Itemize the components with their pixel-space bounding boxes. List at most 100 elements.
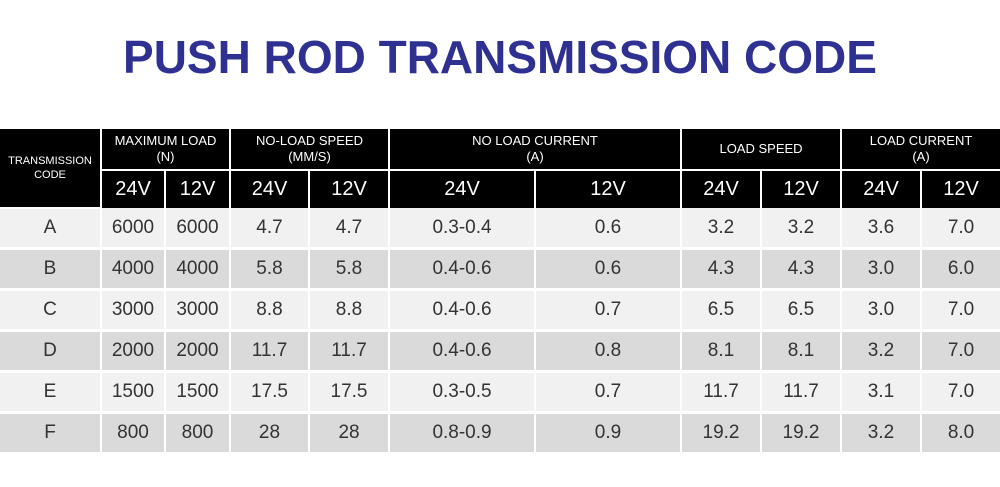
load-speed-label: LOAD SPEED [719, 141, 803, 156]
table-cell: 0.6 [535, 248, 683, 291]
voltage-header: 24V [230, 170, 310, 208]
table-cell: 800 [165, 412, 231, 455]
table-cell: 8.1 [761, 330, 843, 373]
table-cell: 1500 [165, 371, 231, 414]
table-cell: 800 [101, 412, 166, 455]
voltage-header: 24V [101, 170, 166, 208]
table-cell: 4.7 [309, 208, 391, 250]
table-cell: 0.8-0.9 [389, 412, 537, 455]
group-header-row: TRANSMISSION CODE MAXIMUM LOAD (N) NO-LO… [0, 129, 1000, 209]
transmission-code-cell: F [0, 412, 102, 455]
no-load-current-header: NO LOAD CURRENT (A) [389, 129, 683, 171]
table-cell: 3.2 [681, 208, 763, 250]
table-cell: 17.5 [309, 371, 391, 414]
table-cell: 6.5 [761, 289, 843, 332]
table-cell: 4000 [165, 248, 231, 291]
no-load-speed-unit: (MM/S) [288, 149, 331, 164]
table-cell: 0.3-0.5 [389, 371, 537, 414]
maximum-load-label: MAXIMUM LOAD [114, 133, 217, 148]
load-speed-header: LOAD SPEED [681, 129, 843, 171]
table-cell: 0.7 [535, 371, 683, 414]
table-cell: 17.5 [230, 371, 310, 414]
table-cell: 7.0 [921, 330, 1000, 373]
table-cell: 0.6 [535, 208, 683, 250]
table-cell: 7.0 [921, 208, 1000, 250]
table-row: B 4000 4000 5.8 5.8 0.4-0.6 0.6 4.3 4.3 … [0, 248, 1000, 291]
table-cell: 8.1 [681, 330, 763, 373]
voltage-header: 12V [165, 170, 231, 208]
table-cell: 7.0 [921, 289, 1000, 332]
table-cell: 0.4-0.6 [389, 248, 537, 291]
table-cell: 6.0 [921, 248, 1000, 291]
voltage-header: 12V [309, 170, 391, 208]
table-cell: 6000 [165, 208, 231, 250]
table-cell: 28 [309, 412, 391, 455]
table-cell: 6.5 [681, 289, 763, 332]
table-cell: 0.3-0.4 [389, 208, 537, 250]
table-cell: 11.7 [309, 330, 391, 373]
transmission-code-cell: B [0, 248, 102, 291]
table-cell: 8.8 [230, 289, 310, 332]
table-cell: 8.0 [921, 412, 1000, 455]
table-cell: 3.0 [841, 248, 923, 291]
voltage-header: 12V [535, 170, 683, 208]
table-cell: 0.4-0.6 [389, 289, 537, 332]
maximum-load-header: MAXIMUM LOAD (N) [101, 129, 231, 171]
table-cell: 2000 [101, 330, 166, 373]
table-cell: 4.7 [230, 208, 310, 250]
code-header-line2: CODE [34, 169, 66, 181]
table-cell: 0.7 [535, 289, 683, 332]
voltage-header: 12V [921, 170, 1000, 208]
table-cell: 3.0 [841, 289, 923, 332]
table-cell: 2000 [165, 330, 231, 373]
table-cell: 3.6 [841, 208, 923, 250]
table-row: D 2000 2000 11.7 11.7 0.4-0.6 0.8 8.1 8.… [0, 330, 1000, 373]
transmission-code-header: TRANSMISSION CODE [0, 129, 102, 209]
voltage-header: 24V [389, 170, 537, 208]
table-cell: 1500 [101, 371, 166, 414]
table-row: C 3000 3000 8.8 8.8 0.4-0.6 0.7 6.5 6.5 … [0, 289, 1000, 332]
table-cell: 5.8 [230, 248, 310, 291]
code-header-line1: TRANSMISSION [8, 155, 92, 167]
table-cell: 0.8 [535, 330, 683, 373]
page-title: PUSH ROD TRANSMISSION CODE [123, 31, 877, 83]
voltage-header: 24V [681, 170, 763, 208]
table-cell: 0.9 [535, 412, 683, 455]
table-cell: 7.0 [921, 371, 1000, 414]
table-row: A 6000 6000 4.7 4.7 0.3-0.4 0.6 3.2 3.2 … [0, 208, 1000, 250]
no-load-speed-label: NO-LOAD SPEED [256, 133, 363, 148]
table-cell: 0.4-0.6 [389, 330, 537, 373]
table-cell: 3.2 [841, 330, 923, 373]
transmission-code-table: TRANSMISSION CODE MAXIMUM LOAD (N) NO-LO… [0, 129, 1000, 455]
table-cell: 4.3 [761, 248, 843, 291]
table-row: E 1500 1500 17.5 17.5 0.3-0.5 0.7 11.7 1… [0, 371, 1000, 414]
transmission-code-cell: C [0, 289, 102, 332]
load-current-header: LOAD CURRENT (A) [841, 129, 1000, 171]
voltage-header: 12V [761, 170, 843, 208]
table-cell: 6000 [101, 208, 166, 250]
table-cell: 4000 [101, 248, 166, 291]
table-cell: 4.3 [681, 248, 763, 291]
table-cell: 28 [230, 412, 310, 455]
table-cell: 3.2 [761, 208, 843, 250]
voltage-header: 24V [841, 170, 923, 208]
table-cell: 3000 [101, 289, 166, 332]
table-cell: 19.2 [681, 412, 763, 455]
transmission-code-cell: E [0, 371, 102, 414]
table-cell: 8.8 [309, 289, 391, 332]
maximum-load-unit: (N) [156, 149, 175, 164]
voltage-header-row: 24V 12V 24V 12V 24V 12V 24V 12V 24V 12V [0, 170, 1000, 208]
table-cell: 11.7 [230, 330, 310, 373]
table-cell: 5.8 [309, 248, 391, 291]
table-cell: 11.7 [681, 371, 763, 414]
load-current-unit: (A) [912, 149, 930, 164]
no-load-current-unit: (A) [526, 149, 544, 164]
table-cell: 3000 [165, 289, 231, 332]
table-cell: 3.1 [841, 371, 923, 414]
load-current-label: LOAD CURRENT [869, 133, 973, 148]
table-row: F 800 800 28 28 0.8-0.9 0.9 19.2 19.2 3.… [0, 412, 1000, 455]
table-cell: 11.7 [761, 371, 843, 414]
transmission-code-cell: A [0, 208, 102, 250]
transmission-code-cell: D [0, 330, 102, 373]
table-cell: 19.2 [761, 412, 843, 455]
